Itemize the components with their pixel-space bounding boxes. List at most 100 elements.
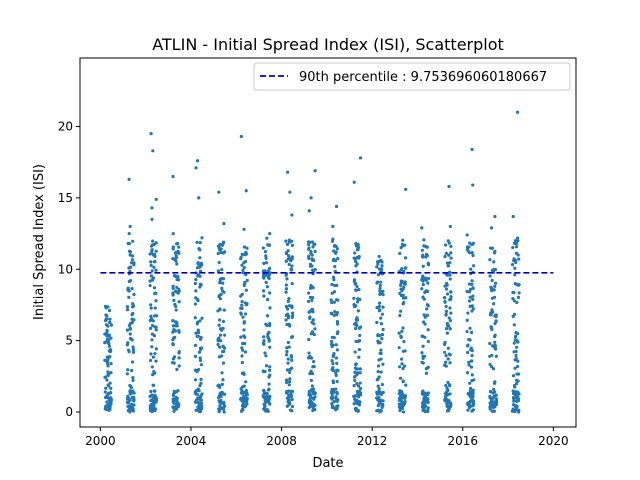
scatter-point xyxy=(330,291,334,295)
scatter-point xyxy=(103,390,107,394)
scatter-point xyxy=(354,339,358,343)
scatter-point xyxy=(444,312,448,316)
scatter-point xyxy=(130,258,134,262)
scatter-point xyxy=(467,282,471,286)
scatter-point xyxy=(152,260,156,264)
scatter-point xyxy=(221,326,225,331)
scatter-point xyxy=(514,345,519,349)
scatter-point xyxy=(493,284,497,288)
scatter-point xyxy=(397,365,402,369)
scatter-point xyxy=(470,373,474,377)
scatter-point xyxy=(130,360,135,364)
scatter-point xyxy=(471,297,475,301)
scatter-point xyxy=(267,387,271,391)
scatter-point xyxy=(378,286,382,290)
scatter-point xyxy=(195,240,199,244)
scatter-point xyxy=(261,246,265,250)
scatter-point xyxy=(308,394,312,399)
scatter-point xyxy=(443,342,447,346)
scatter-point xyxy=(353,350,357,354)
scatter-point xyxy=(266,400,270,404)
scatter-point xyxy=(335,392,339,396)
scatter-point xyxy=(198,319,202,323)
scatter-point xyxy=(332,278,336,282)
scatter-point xyxy=(512,409,516,413)
scatter-point xyxy=(125,305,130,309)
scatter-point xyxy=(425,307,429,311)
x-axis-ticks: 2000 2004 2008 2012 2016 2020 xyxy=(85,427,569,448)
scatter-point xyxy=(471,391,475,395)
scatter-point xyxy=(131,348,136,352)
scatter-point xyxy=(196,298,200,303)
scatter-point xyxy=(403,394,408,398)
scatter-point xyxy=(154,299,158,303)
scatter-point xyxy=(241,315,245,319)
scatter-point xyxy=(171,392,176,396)
scatter-point xyxy=(334,250,338,254)
scatter-point xyxy=(401,410,406,414)
scatter-point xyxy=(289,355,294,359)
scatter-point xyxy=(492,394,496,398)
scatter-point xyxy=(331,379,335,383)
scatter-point xyxy=(284,239,288,243)
scatter-point xyxy=(448,277,452,281)
scatter-point xyxy=(195,392,199,396)
scatter-point xyxy=(130,338,134,342)
scatter-point xyxy=(515,110,520,114)
scatter-point xyxy=(331,354,335,358)
scatter-point xyxy=(331,366,335,370)
scatter-point xyxy=(151,243,155,247)
scatter-point xyxy=(104,313,108,317)
scatter-point xyxy=(128,253,132,257)
scatter-point xyxy=(489,326,493,330)
scatter-point xyxy=(469,393,473,398)
scatter-point xyxy=(244,392,249,396)
scatter-point xyxy=(286,170,290,174)
scatter-point xyxy=(401,349,406,353)
scatter-point xyxy=(353,374,357,378)
scatter-point xyxy=(449,290,453,294)
scatter-point xyxy=(516,359,520,363)
scatter-point xyxy=(218,407,222,412)
scatter-point xyxy=(332,300,336,304)
scatter-point xyxy=(444,251,448,255)
scatter-point xyxy=(355,284,359,289)
scatter-point xyxy=(375,265,379,269)
scatter-point xyxy=(262,339,266,343)
scatter-point xyxy=(290,239,294,243)
scatter-point xyxy=(199,381,203,385)
scatter-point xyxy=(198,395,203,399)
scatter-point xyxy=(466,311,470,315)
scatter-point xyxy=(470,304,474,308)
scatter-point xyxy=(467,299,472,303)
scatter-point xyxy=(148,326,153,331)
scatter-point xyxy=(512,396,516,401)
scatter-point xyxy=(243,396,247,400)
scatter-point xyxy=(153,306,157,310)
scatter-point xyxy=(513,366,517,370)
scatter-point xyxy=(127,231,131,236)
scatter-point xyxy=(329,339,334,344)
scatter-point xyxy=(216,252,220,256)
scatter-point xyxy=(154,268,158,272)
scatter-point xyxy=(381,305,385,309)
scatter-point xyxy=(312,322,316,326)
scatter-point xyxy=(284,259,288,263)
scatter-point xyxy=(447,324,451,328)
scatter-point xyxy=(106,364,110,368)
scatter-point xyxy=(244,272,248,277)
scatter-point xyxy=(444,360,448,364)
scatter-point xyxy=(126,394,130,399)
scatter-point xyxy=(312,258,316,262)
y-tick-label: 0 xyxy=(65,405,73,419)
scatter-point xyxy=(445,321,449,326)
scatter-point xyxy=(174,256,178,260)
scatter-point xyxy=(513,358,517,362)
scatter-point xyxy=(512,290,516,295)
scatter-point xyxy=(125,400,130,405)
scatter-point xyxy=(376,339,380,343)
scatter-point xyxy=(199,261,203,265)
scatter-point xyxy=(220,354,224,358)
scatter-point xyxy=(357,347,362,352)
scatter-point xyxy=(492,400,496,404)
